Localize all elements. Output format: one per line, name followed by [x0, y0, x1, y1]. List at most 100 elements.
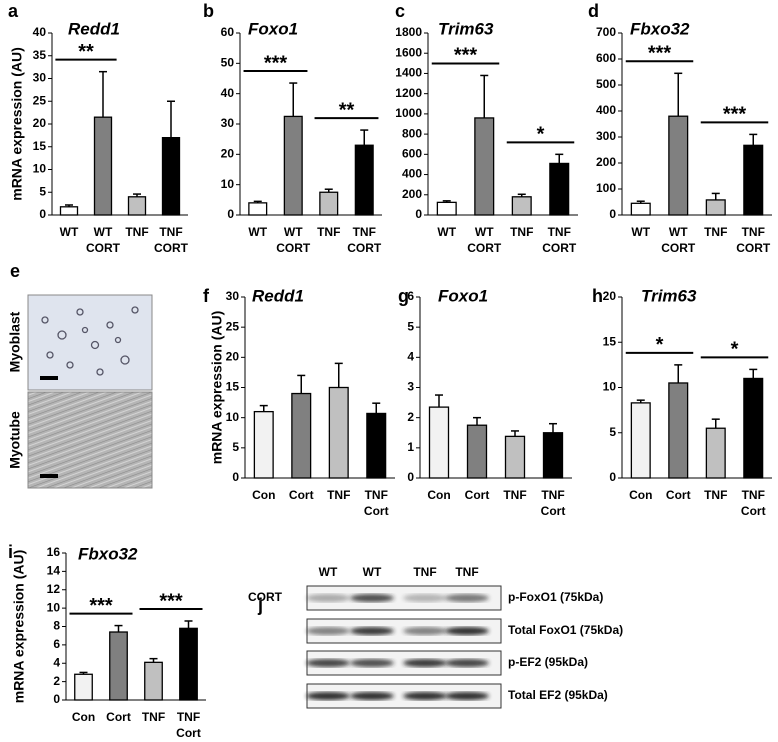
- y-tick-label: 10: [47, 600, 61, 614]
- panel-letter: c: [395, 1, 405, 21]
- significance-label: *: [537, 124, 545, 146]
- y-tick-label: 5: [232, 440, 239, 454]
- y-tick-label: 25: [226, 319, 240, 333]
- y-tick-label: 16: [47, 545, 61, 559]
- y-tick-label: 0: [609, 207, 616, 221]
- blot-band: [403, 659, 447, 667]
- y-tick-label: 15: [33, 139, 47, 153]
- panel-letter: f: [203, 286, 210, 306]
- y-tick-label: 8: [53, 619, 60, 633]
- bar: [74, 673, 93, 701]
- x-tick-label: CORT: [276, 241, 311, 255]
- x-tick-label: TNF: [142, 710, 165, 724]
- y-tick-label: 100: [596, 181, 616, 195]
- panel-letter: b: [203, 1, 214, 21]
- bar: [668, 115, 689, 216]
- blot-band: [350, 627, 394, 635]
- x-tick-label: Con: [252, 488, 275, 502]
- bar: [161, 136, 181, 216]
- bar: [328, 386, 349, 479]
- image-label: Myoblast: [7, 311, 23, 372]
- x-tick-label: TNF: [317, 225, 340, 239]
- y-tick-label: 1800: [395, 25, 422, 39]
- x-tick-label: Con: [427, 488, 450, 502]
- y-tick-label: 40: [221, 86, 235, 100]
- bar: [549, 162, 570, 216]
- myoblast-cells: [41, 306, 139, 376]
- scale-bar: [40, 376, 58, 380]
- x-tick-label: TNF: [125, 225, 148, 239]
- band-label: Total FoxO1 (75kDa): [508, 623, 623, 637]
- significance-label: **: [78, 41, 94, 63]
- blot-band: [350, 594, 394, 602]
- x-tick-label: Con: [629, 488, 652, 502]
- y-tick-label: 200: [596, 155, 616, 169]
- y-tick-label: 40: [33, 25, 47, 39]
- y-tick-label: 14: [47, 564, 61, 578]
- treatment-label: CORT: [248, 590, 283, 604]
- blot-band: [350, 659, 394, 667]
- x-tick-label: TNF: [365, 488, 388, 502]
- x-tick-label: TNF: [177, 710, 200, 724]
- bar: [705, 427, 726, 479]
- x-tick-label: CORT: [86, 241, 121, 255]
- x-tick-label: TNF: [742, 488, 765, 502]
- panel-letter: e: [10, 261, 20, 281]
- bar: [93, 116, 113, 216]
- x-tick-label: Con: [72, 710, 95, 724]
- blot-band: [403, 594, 447, 602]
- myoblast-image: [27, 294, 153, 391]
- x-tick-label: WT: [437, 225, 456, 239]
- y-tick-label: 15: [603, 334, 617, 348]
- blot-band: [445, 594, 489, 602]
- y-tick-label: 10: [33, 162, 47, 176]
- bar: [319, 191, 339, 216]
- x-tick-label: Cort: [741, 504, 766, 518]
- myotube-image: [27, 391, 153, 489]
- scale-bar: [40, 474, 58, 478]
- y-tick-label: 400: [402, 167, 422, 181]
- y-tick-label: 300: [596, 129, 616, 143]
- chart-title: Foxo1: [438, 286, 488, 305]
- blot-band: [445, 659, 489, 667]
- chart-title: Redd1: [68, 19, 120, 38]
- chart-title: Trim63: [641, 286, 697, 305]
- y-tick-label: 0: [232, 470, 239, 484]
- x-tick-label: CORT: [661, 241, 696, 255]
- y-tick-label: 30: [221, 116, 235, 130]
- y-tick-label: 6: [407, 289, 414, 303]
- significance-label: ***: [454, 45, 478, 67]
- chart-title: Fbxo32: [78, 544, 138, 563]
- x-tick-label: TNF: [548, 225, 571, 239]
- chart-title: Fbxo32: [630, 19, 690, 38]
- band-label: Total EF2 (95kDa): [508, 688, 608, 702]
- y-tick-label: 600: [596, 51, 616, 65]
- y-tick-label: 4: [407, 350, 414, 364]
- y-tick-label: 20: [226, 350, 240, 364]
- panel-letter: h: [592, 286, 603, 306]
- bar: [511, 196, 532, 216]
- blot-band: [403, 627, 447, 635]
- significance-label: ***: [264, 52, 288, 74]
- x-tick-label: TNF: [327, 488, 350, 502]
- blot-band: [306, 594, 350, 602]
- y-tick-label: 1: [407, 440, 414, 454]
- y-tick-label: 0: [39, 207, 46, 221]
- blot-band: [350, 692, 394, 700]
- y-tick-label: 700: [596, 25, 616, 39]
- y-axis-label: mRNA expression (AU): [11, 550, 27, 704]
- bar: [127, 196, 147, 216]
- lane-label: TNF: [413, 565, 436, 579]
- x-tick-label: Cort: [289, 488, 314, 502]
- bar: [366, 412, 387, 479]
- blot-band: [306, 692, 350, 700]
- x-tick-label: CORT: [542, 241, 577, 255]
- y-tick-label: 50: [221, 56, 235, 70]
- bar: [705, 199, 726, 216]
- x-tick-label: TNF: [353, 225, 376, 239]
- significance-label: *: [656, 334, 664, 356]
- y-tick-label: 5: [407, 319, 414, 333]
- panel-letter: a: [8, 1, 19, 21]
- bar: [109, 631, 128, 701]
- y-tick-label: 500: [596, 77, 616, 91]
